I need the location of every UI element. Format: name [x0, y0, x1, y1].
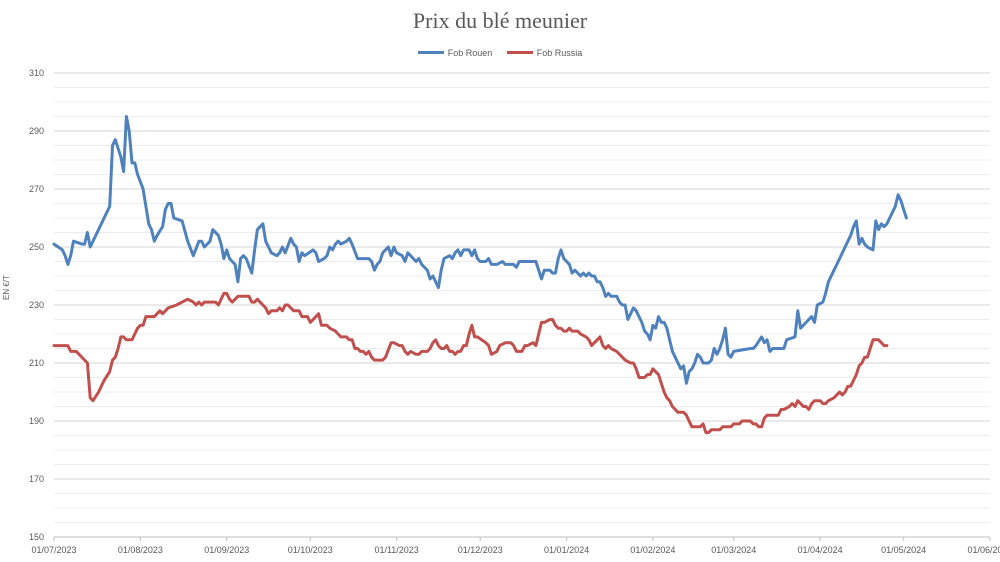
- series-line-fob-rouen: [52, 115, 908, 385]
- x-tick-label: 01/12/2023: [458, 545, 503, 555]
- legend-item-fob-russia: Fob Russia: [506, 47, 583, 58]
- x-tick-label: 01/07/2023: [31, 545, 76, 555]
- x-tick-label: 01/02/2024: [630, 545, 675, 555]
- x-tick-label: 01/11/2023: [374, 545, 418, 555]
- legend-item-fob-rouen: Fob Rouen: [417, 47, 493, 58]
- y-tick-label: 270: [29, 184, 44, 194]
- x-tick-label: 01/09/2023: [204, 545, 249, 555]
- chart-title: Prix du blé meunier: [412, 8, 588, 33]
- legend-swatch-fob-russia: [506, 51, 533, 54]
- legend-swatch-fob-rouen: [417, 51, 444, 54]
- y-tick-label: 310: [29, 68, 44, 78]
- legend: Fob Rouen Fob Russia: [0, 46, 1000, 58]
- x-tick-label: 01/03/2024: [711, 545, 756, 555]
- y-tick-label: 150: [29, 532, 44, 542]
- y-tick-label: 190: [29, 416, 44, 426]
- legend-label-fob-rouen: Fob Rouen: [447, 47, 493, 58]
- x-tick-label: 01/01/2024: [544, 545, 589, 555]
- x-tick-label: 01/06/2024: [967, 545, 1000, 555]
- x-tick-label: 01/10/2023: [288, 545, 333, 555]
- x-tick-label: 01/04/2024: [798, 545, 843, 555]
- x-tick-label: 01/05/2024: [881, 545, 926, 555]
- y-tick-label: 250: [29, 242, 44, 252]
- series-line-fob-russia: [52, 291, 889, 435]
- y-tick-label: 210: [29, 358, 44, 368]
- legend-label-fob-russia: Fob Russia: [536, 47, 583, 58]
- y-tick-label: 230: [29, 300, 44, 310]
- x-tick-label: 01/08/2023: [118, 545, 163, 555]
- y-tick-label: 290: [29, 126, 44, 136]
- y-tick-label: 170: [29, 474, 44, 484]
